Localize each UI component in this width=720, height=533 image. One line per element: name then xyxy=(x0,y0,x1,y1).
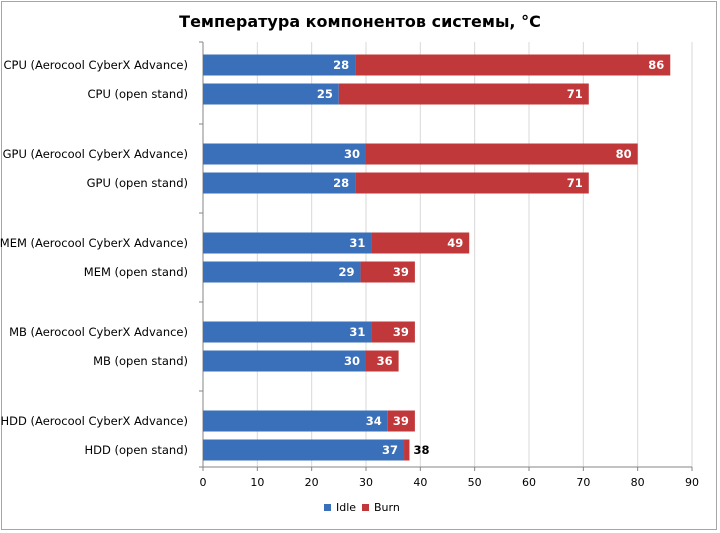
legend-swatch-burn xyxy=(362,504,369,511)
bar-idle xyxy=(203,143,366,165)
category-label: CPU (Aerocool CyberX Advance) xyxy=(4,58,188,72)
data-label-burn: 80 xyxy=(616,147,632,161)
bar-idle xyxy=(203,350,366,372)
x-tick-label-20: 20 xyxy=(305,476,319,489)
legend-swatch-idle xyxy=(324,504,331,511)
bar-burn xyxy=(404,439,410,461)
x-tick-label-10: 10 xyxy=(250,476,264,489)
data-label-burn: 71 xyxy=(567,87,583,101)
category-label: MEM (open stand) xyxy=(84,265,188,279)
data-label-idle: 31 xyxy=(349,236,365,250)
data-label-idle: 30 xyxy=(344,354,360,368)
data-label-idle: 28 xyxy=(333,176,349,190)
x-tick-label-60: 60 xyxy=(522,476,536,489)
category-label: HDD (open stand) xyxy=(85,443,188,457)
data-label-idle: 30 xyxy=(344,147,360,161)
x-tick-label-30: 30 xyxy=(359,476,373,489)
data-label-idle: 31 xyxy=(349,325,365,339)
bar-burn xyxy=(371,232,470,254)
bar-burn xyxy=(355,172,589,194)
bar-idle xyxy=(203,410,388,432)
data-label-burn: 86 xyxy=(648,58,664,72)
category-label: MB (Aerocool CyberX Advance) xyxy=(9,325,188,339)
category-label: GPU (open stand) xyxy=(87,176,188,190)
data-label-burn: 38 xyxy=(413,443,429,457)
data-label-idle: 29 xyxy=(339,265,355,279)
legend-label-burn: Burn xyxy=(374,501,400,514)
legend-label-idle: Idle xyxy=(336,501,356,514)
bar-burn xyxy=(338,83,589,105)
bar-idle xyxy=(203,232,372,254)
data-label-idle: 37 xyxy=(382,443,398,457)
bar-burn xyxy=(366,143,638,165)
x-tick-label-40: 40 xyxy=(413,476,427,489)
x-tick-label-80: 80 xyxy=(631,476,645,489)
data-label-burn: 36 xyxy=(377,354,393,368)
data-label-burn: 39 xyxy=(393,414,409,428)
bar-idle xyxy=(203,172,356,194)
chart-title: Температура компонентов системы, °C xyxy=(179,12,541,31)
x-tick-label-90: 90 xyxy=(685,476,699,489)
bar-burn xyxy=(360,261,415,283)
category-label: MB (open stand) xyxy=(93,354,188,368)
data-label-burn: 39 xyxy=(393,265,409,279)
bar-idle xyxy=(203,321,372,343)
data-label-burn: 71 xyxy=(567,176,583,190)
data-label-burn: 39 xyxy=(393,325,409,339)
category-label: CPU (open stand) xyxy=(87,87,188,101)
bar-idle xyxy=(203,261,361,283)
data-label-idle: 34 xyxy=(366,414,382,428)
data-label-idle: 25 xyxy=(317,87,333,101)
x-tick-label-50: 50 xyxy=(468,476,482,489)
bar-idle xyxy=(203,439,405,461)
bar-idle xyxy=(203,83,339,105)
bar-idle xyxy=(203,54,356,76)
category-label: HDD (Aerocool CyberX Advance) xyxy=(1,414,188,428)
category-label: GPU (Aerocool CyberX Advance) xyxy=(3,147,188,161)
data-label-burn: 49 xyxy=(447,236,463,250)
data-label-idle: 28 xyxy=(333,58,349,72)
bar-burn xyxy=(355,54,671,76)
bar-burn xyxy=(371,321,415,343)
x-tick-label-0: 0 xyxy=(200,476,207,489)
bar-burn xyxy=(366,350,399,372)
x-tick-label-70: 70 xyxy=(576,476,590,489)
bar-burn xyxy=(387,410,415,432)
category-label: MEM (Aerocool CyberX Advance) xyxy=(0,236,188,250)
